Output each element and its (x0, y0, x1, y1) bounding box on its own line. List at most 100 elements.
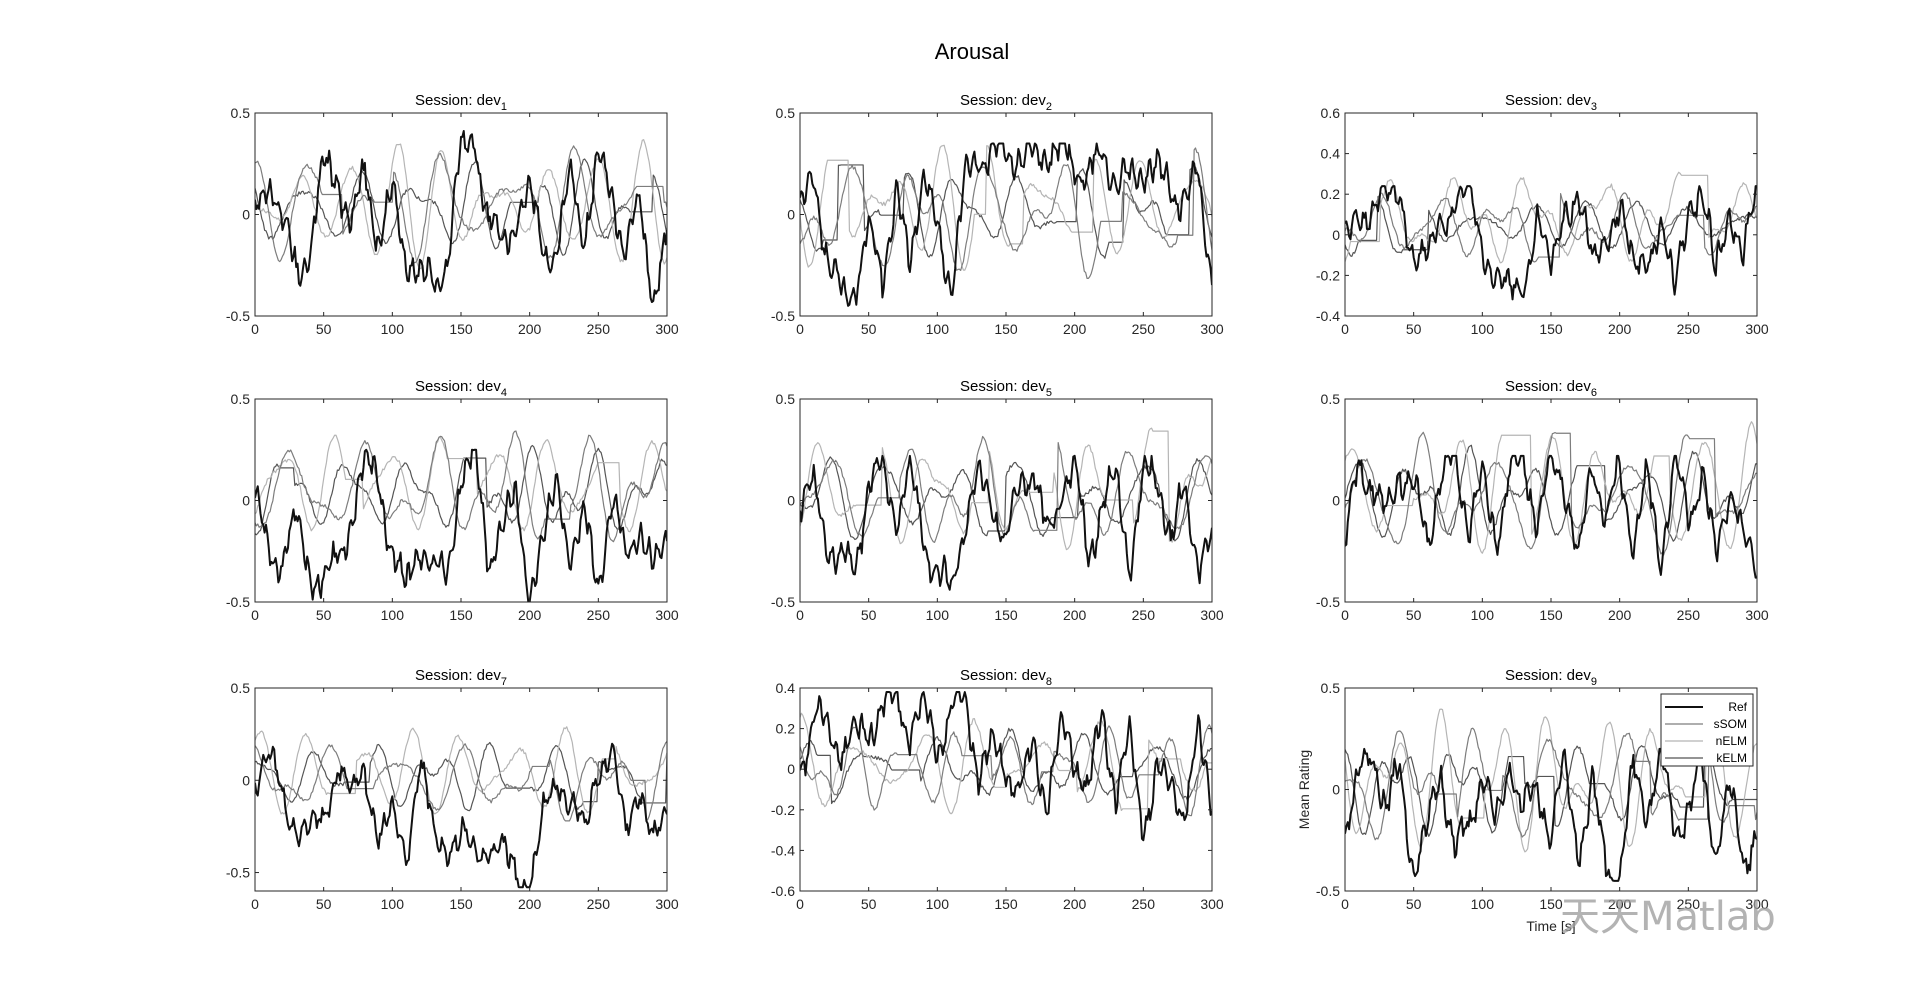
x-tick-label: 100 (1471, 607, 1495, 623)
y-tick-label: 0.5 (776, 391, 796, 407)
subplot-3: 0 50 100 150 200 250 300 -0.4 -0.2 0 0.2 0.4 0.6 Sess… (1316, 92, 1769, 337)
series-line-ref (255, 742, 667, 889)
y-tick-label: -0.5 (771, 308, 795, 324)
x-tick-label: 50 (1406, 607, 1422, 623)
x-tick-label: 50 (861, 896, 877, 912)
plot-area (800, 688, 1212, 891)
series-line-kelm (1345, 743, 1757, 837)
subplot-title: Session: dev4 (415, 378, 507, 399)
y-tick-label: 0 (1332, 493, 1340, 509)
watermark-text: 天天Matlab (1560, 894, 1776, 940)
x-tick-label: 250 (1132, 607, 1156, 623)
legend-box (1660, 693, 1754, 767)
y-tick-label: 0.2 (1321, 186, 1341, 202)
y-tick-label: 0.4 (776, 680, 796, 696)
y-tick-label: 0 (242, 207, 250, 223)
x-tick-label: 250 (1132, 321, 1156, 337)
series-line-nelm (255, 726, 667, 815)
series-line-ref (800, 454, 1212, 591)
x-tick-label: 150 (449, 896, 473, 912)
series-group (255, 726, 667, 889)
series-line-kelm (255, 158, 667, 256)
x-tick-label: 200 (518, 321, 542, 337)
y-tick-label: 0.4 (1321, 146, 1341, 162)
y-tick-label: 0.5 (1321, 680, 1341, 696)
series-line-ssom (800, 724, 1212, 817)
series-group (800, 427, 1212, 591)
x-tick-label: 100 (1471, 321, 1495, 337)
x-tick-label: 100 (381, 321, 405, 337)
x-tick-label: 0 (796, 896, 804, 912)
subplot-8: 0 50 100 150 200 250 300 -0.6 -0.4 -0.2 0 0.2 0.4 Ses… (771, 667, 1224, 912)
x-tick-label: 250 (1677, 607, 1701, 623)
plot-area (1345, 399, 1757, 602)
figure-title: Arousal (935, 39, 1010, 64)
plot-area (255, 399, 667, 602)
x-tick-label: 0 (796, 321, 804, 337)
x-tick-label: 0 (1341, 321, 1349, 337)
x-tick-label: 250 (587, 607, 611, 623)
series-line-ssom (255, 430, 667, 543)
x-tick-label: 150 (1539, 607, 1563, 623)
x-tick-label: 0 (1341, 896, 1349, 912)
y-tick-label: -0.5 (226, 594, 250, 610)
x-tick-label: 100 (381, 607, 405, 623)
series-line-nelm (1345, 421, 1757, 554)
y-tick-label: -0.5 (226, 308, 250, 324)
y-tick-label: -0.4 (1316, 308, 1340, 324)
x-tick-label: 150 (994, 896, 1018, 912)
x-tick-label: 300 (1745, 896, 1769, 912)
x-tick-label: 200 (1063, 607, 1087, 623)
series-line-ssom (1345, 431, 1757, 556)
x-tick-label: 0 (251, 321, 259, 337)
x-tick-label: 200 (1608, 896, 1632, 912)
y-axis-label: Mean Rating (1296, 750, 1312, 829)
x-tick-label: 100 (926, 896, 950, 912)
series-group (1345, 171, 1757, 301)
y-tick-label: -0.5 (1316, 883, 1340, 899)
subplot-title: Session: dev3 (1505, 92, 1597, 113)
y-tick-label: 0.6 (1321, 105, 1341, 121)
x-tick-label: 250 (1132, 896, 1156, 912)
x-tick-label: 250 (1677, 321, 1701, 337)
series-line-ref (255, 448, 667, 602)
x-tick-label: 300 (655, 896, 679, 912)
x-tick-label: 200 (1608, 607, 1632, 623)
y-tick-label: 0.5 (231, 105, 251, 121)
subplot-title: Session: dev5 (960, 378, 1052, 399)
x-tick-label: 300 (655, 607, 679, 623)
x-tick-label: 50 (1406, 321, 1422, 337)
series-line-nelm (800, 144, 1212, 271)
x-tick-label: 300 (1200, 896, 1224, 912)
y-tick-label: 0 (787, 761, 795, 777)
series-line-nelm (255, 434, 667, 533)
x-tick-label: 150 (994, 321, 1018, 337)
series-line-nelm (1345, 171, 1757, 264)
series-group (800, 691, 1212, 842)
x-tick-label: 200 (1608, 321, 1632, 337)
legend-label-ref: Ref (1728, 700, 1747, 714)
subplot-title: Session: dev1 (415, 92, 507, 113)
x-tick-label: 150 (1539, 896, 1563, 912)
subplot-title: Session: dev8 (960, 667, 1052, 688)
y-tick-label: 0.2 (776, 721, 796, 737)
y-tick-label: 0.5 (231, 391, 251, 407)
y-tick-label: 0.5 (776, 105, 796, 121)
x-tick-label: 100 (381, 896, 405, 912)
x-tick-label: 200 (518, 896, 542, 912)
y-tick-label: 0 (1332, 782, 1340, 798)
legend-label-ssom: sSOM (1714, 717, 1747, 731)
series-group (255, 430, 667, 602)
x-tick-label: 250 (587, 321, 611, 337)
x-tick-label: 100 (926, 321, 950, 337)
plot-area (255, 688, 667, 891)
x-tick-label: 50 (316, 896, 332, 912)
y-tick-label: -0.5 (1316, 594, 1340, 610)
y-tick-label: 0 (242, 493, 250, 509)
subplot-title: Session: dev2 (960, 92, 1052, 113)
x-tick-label: 250 (1677, 896, 1701, 912)
